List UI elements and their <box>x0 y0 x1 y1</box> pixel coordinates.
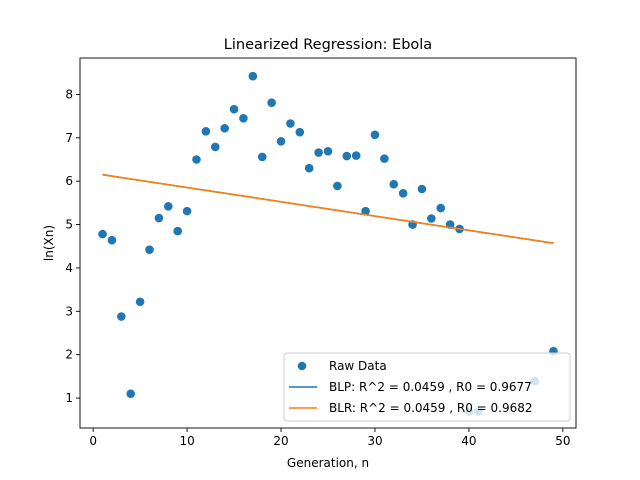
x-tick-label: 40 <box>461 434 476 448</box>
data-point <box>351 151 361 160</box>
data-point <box>173 226 182 236</box>
data-point <box>135 297 145 307</box>
data-point <box>323 146 333 156</box>
data-point <box>126 389 136 399</box>
data-point <box>210 142 220 152</box>
data-point <box>295 127 305 137</box>
data-point <box>145 245 154 255</box>
data-point <box>380 154 389 163</box>
data-point <box>201 127 211 136</box>
x-axis-label: Generation, n <box>287 456 369 470</box>
x-tick-label: 50 <box>555 434 570 448</box>
data-point <box>164 202 173 211</box>
data-point <box>427 214 436 223</box>
data-point <box>257 152 267 162</box>
axes-frame <box>79 57 577 429</box>
x-tick-label: 30 <box>367 434 382 448</box>
y-tick-label: 2 <box>65 348 73 362</box>
x-tick-label: 20 <box>273 434 288 448</box>
data-point <box>248 71 258 81</box>
data-point <box>229 104 239 114</box>
y-tick-label: 4 <box>65 261 73 275</box>
data-point <box>436 203 446 213</box>
data-point <box>182 206 192 216</box>
x-tick-label: 0 <box>89 434 97 448</box>
legend-label: BLR: R^2 = 0.0459 , R0 = 0.9682 <box>329 401 533 415</box>
data-point <box>107 235 117 245</box>
y-tick-label: 8 <box>65 87 73 101</box>
y-tick-label: 6 <box>65 174 73 188</box>
x-tick-label: 10 <box>179 434 194 448</box>
data-point <box>389 179 399 189</box>
data-point <box>370 130 380 140</box>
y-tick-label: 5 <box>65 218 73 232</box>
data-point <box>220 123 229 133</box>
data-point <box>333 181 342 191</box>
legend: Raw Data BLP: R^2 = 0.0459 , R0 = 0.9677 B… <box>283 352 571 422</box>
data-point <box>154 213 164 223</box>
legend-label: Raw Data <box>329 359 387 373</box>
axes: 0 10 20 30 40 50 1 2 3 4 5 6 7 8 <box>65 57 577 448</box>
y-tick-label: 7 <box>65 131 73 145</box>
y-tick-label: 1 <box>65 391 73 405</box>
data-point <box>192 155 201 164</box>
y-tick-label: 3 <box>65 304 73 318</box>
y-axis-label: ln(Xn) <box>42 225 56 261</box>
blr-regression-line <box>102 173 554 245</box>
data-point <box>304 163 314 173</box>
data-point <box>286 119 295 128</box>
data-point <box>417 184 427 194</box>
data-point <box>361 206 370 216</box>
chart-title: Linearized Regression: Ebola <box>224 37 432 53</box>
data-point <box>239 113 248 123</box>
data-point <box>314 148 323 157</box>
legend-label: BLP: R^2 = 0.0459 , R0 = 0.9677 <box>329 380 532 394</box>
data-point <box>267 98 276 107</box>
data-point <box>398 189 408 198</box>
legend-marker <box>297 361 307 371</box>
data-point <box>98 229 107 239</box>
data-point <box>276 136 286 146</box>
data-point <box>117 312 126 321</box>
data-point <box>342 151 352 161</box>
legend-box <box>283 352 571 422</box>
